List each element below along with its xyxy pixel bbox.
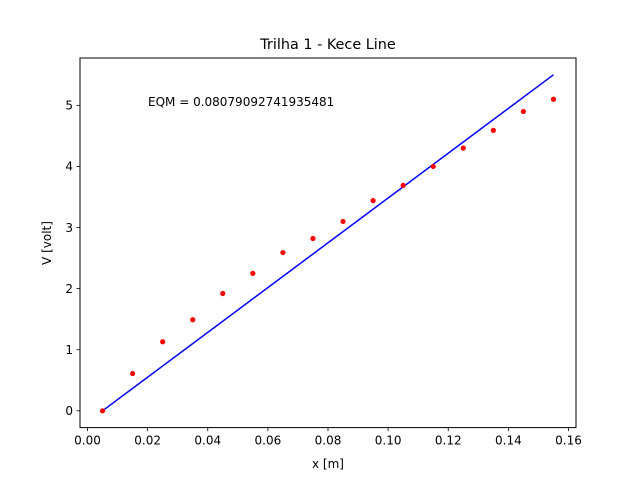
x-axis-label: x [m] [312,457,344,471]
x-tick-label: 0.14 [495,434,522,448]
x-tick-label: 0.12 [435,434,462,448]
data-point [400,182,406,188]
x-tick-label: 0.08 [315,434,342,448]
fit-line [102,74,554,412]
y-tick-label: 0 [65,404,73,418]
marks-layer [99,74,557,414]
x-tick-label: 0.06 [255,434,282,448]
data-point [280,249,286,256]
x-tick-label: 0.00 [74,434,101,448]
data-point [370,198,376,204]
data-point [99,408,106,414]
eqm-annotation: EQM = 0.08079092741935481 [148,95,334,109]
ticks-layer: 0.00 0.02 0.04 0.06 0.08 0.10 0.12 0.14 0.16 0 1 2 3… [65,99,581,448]
x-tick-label: 0.16 [555,434,582,448]
data-point [250,270,256,276]
plot-frame [79,57,577,429]
y-tick-label: 3 [65,221,73,235]
data-point [430,163,436,170]
data-point [310,235,316,242]
chart-title: Trilha 1 - Kece Line [259,37,396,53]
data-point [160,339,166,345]
y-tick-label: 2 [65,282,73,296]
y-axis-label: V [volt] [40,221,54,265]
data-point [220,290,226,297]
data-point [550,96,557,102]
y-tick-label: 1 [65,343,73,357]
data-point [190,317,196,323]
y-tick-label: 4 [65,160,73,174]
data-point [520,108,526,115]
x-tick-label: 0.10 [375,434,402,448]
x-tick-label: 0.04 [194,434,221,448]
x-tick-label: 0.02 [134,434,161,448]
y-tick-label: 5 [65,99,73,113]
data-point [340,218,346,225]
data-point [130,370,136,377]
data-point [460,145,466,151]
data-point [490,127,496,133]
